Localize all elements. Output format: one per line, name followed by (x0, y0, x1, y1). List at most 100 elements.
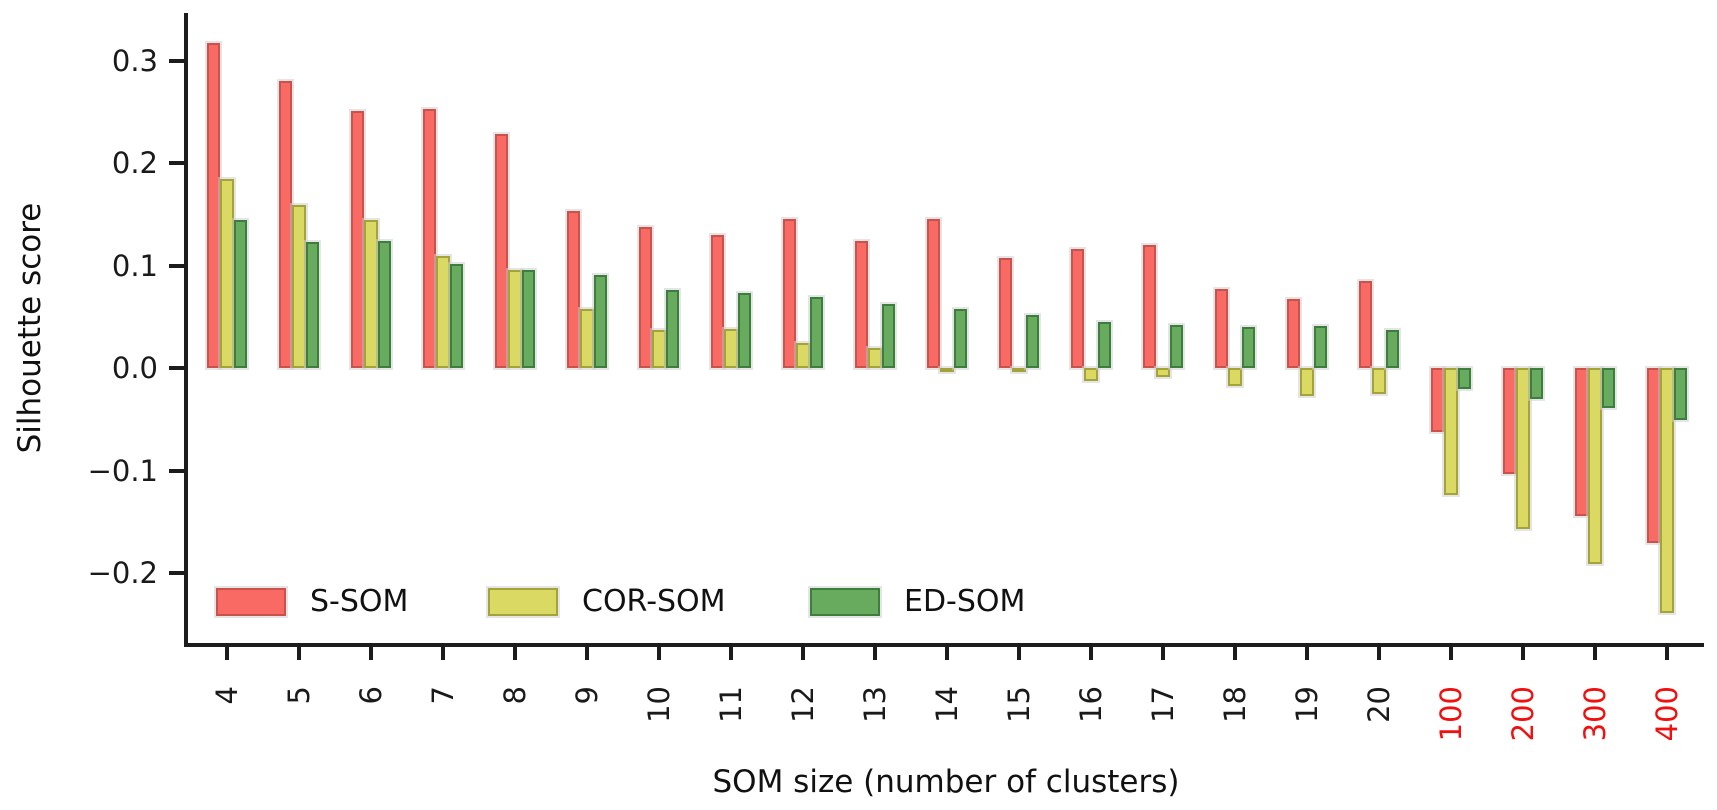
x-tick-mark (801, 647, 805, 660)
bar-cor-som-19 (1300, 368, 1314, 396)
bar-s-som-5 (278, 81, 293, 368)
bar-s-som-14 (926, 219, 941, 368)
bar-cor-som-15 (1012, 368, 1026, 372)
y-tick-label: 0.3 (111, 43, 158, 78)
x-tick-mark (729, 647, 733, 660)
legend-item-s-som: S-SOM (216, 584, 408, 619)
bar-ed-som-8 (521, 269, 536, 368)
bar-s-som-8 (494, 134, 509, 368)
bar-s-som-16 (1070, 249, 1085, 368)
bar-s-som-17 (1142, 245, 1157, 368)
y-axis-title: Silhouette score (12, 202, 48, 454)
legend-label: COR-SOM (582, 584, 726, 619)
x-tick-label: 17 (1146, 686, 1180, 723)
bar-ed-som-9 (593, 274, 608, 368)
bar-ed-som-11 (737, 293, 752, 368)
y-axis-spine (184, 13, 188, 646)
bar-s-som-15 (998, 258, 1013, 368)
bar-ed-som-6 (377, 240, 392, 368)
bar-ed-som-13 (881, 304, 896, 368)
y-tick-label: 0.1 (111, 248, 158, 283)
bar-ed-som-18 (1241, 327, 1256, 368)
bar-cor-som-400 (1660, 368, 1674, 613)
bar-cor-som-20 (1372, 368, 1386, 394)
x-tick-mark (1449, 647, 1453, 660)
x-tick-mark (225, 647, 229, 660)
bar-cor-som-12 (796, 343, 810, 368)
bar-ed-som-400 (1673, 368, 1688, 421)
x-tick-label: 13 (858, 686, 892, 723)
bar-cor-som-16 (1084, 368, 1098, 382)
y-tick-mark (169, 161, 184, 165)
x-tick-label: 10 (642, 686, 676, 723)
x-axis-title: SOM size (number of clusters) (712, 764, 1180, 800)
y-tick-label: −0.2 (87, 556, 158, 590)
bar-cor-som-9 (580, 308, 594, 368)
legend-label: S-SOM (310, 584, 409, 619)
x-tick-label: 4 (210, 686, 244, 705)
x-tick-mark (297, 647, 301, 660)
x-tick-label: 20 (1362, 686, 1396, 723)
legend-swatch-cor-som (488, 587, 558, 616)
bar-ed-som-5 (305, 241, 320, 368)
x-tick-label: 200 (1506, 686, 1540, 742)
y-tick-mark (169, 58, 184, 63)
y-tick-mark (169, 468, 184, 473)
bar-ed-som-300 (1601, 368, 1616, 408)
y-tick-mark (169, 571, 184, 575)
bar-ed-som-16 (1097, 321, 1112, 368)
x-tick-mark (1665, 647, 1669, 660)
bar-ed-som-12 (809, 297, 824, 368)
y-tick-label: 0.0 (111, 351, 158, 385)
bar-s-som-200 (1502, 368, 1517, 474)
bar-cor-som-13 (868, 347, 882, 368)
bar-s-som-19 (1286, 299, 1301, 368)
bar-s-som-4 (206, 43, 221, 368)
y-tick-label: −0.1 (87, 453, 158, 488)
bar-cor-som-100 (1444, 368, 1458, 496)
bar-cor-som-8 (508, 269, 522, 368)
bar-cor-som-11 (724, 329, 738, 368)
x-tick-mark (1161, 647, 1165, 660)
bar-s-som-7 (422, 108, 437, 368)
x-tick-label: 14 (930, 686, 964, 723)
bar-ed-som-7 (449, 264, 464, 368)
bar-cor-som-200 (1516, 368, 1530, 529)
x-tick-label: 15 (1002, 686, 1036, 723)
x-tick-label: 300 (1578, 686, 1612, 742)
bar-ed-som-14 (953, 308, 968, 368)
bar-ed-som-19 (1313, 325, 1328, 368)
x-tick-label: 5 (282, 686, 316, 705)
x-tick-mark (873, 647, 877, 660)
bar-s-som-13 (854, 240, 869, 368)
bar-s-som-20 (1358, 280, 1373, 368)
bar-s-som-9 (566, 211, 581, 368)
bar-ed-som-10 (665, 290, 680, 368)
bar-s-som-18 (1214, 289, 1229, 368)
bar-s-som-300 (1574, 368, 1589, 516)
bar-cor-som-4 (220, 179, 234, 368)
bar-cor-som-14 (940, 368, 954, 372)
x-tick-mark (657, 647, 661, 660)
legend-item-cor-som: COR-SOM (488, 584, 726, 619)
legend-swatch-ed-som (810, 587, 880, 616)
bar-s-som-6 (350, 110, 365, 368)
x-tick-label: 11 (714, 686, 748, 723)
x-tick-mark (1089, 647, 1093, 660)
bar-s-som-100 (1430, 368, 1445, 432)
x-tick-label: 12 (786, 686, 820, 723)
x-tick-label: 9 (570, 686, 604, 705)
bar-s-som-400 (1646, 368, 1661, 544)
bar-s-som-11 (710, 234, 725, 368)
bar-cor-som-10 (652, 330, 666, 368)
bar-cor-som-17 (1156, 368, 1170, 378)
x-tick-label: 8 (498, 686, 532, 705)
bar-cor-som-5 (292, 205, 306, 368)
bar-cor-som-7 (436, 256, 450, 368)
bar-ed-som-20 (1385, 330, 1400, 368)
x-tick-mark (513, 647, 517, 660)
x-tick-label: 400 (1650, 686, 1684, 742)
legend-swatch-s-som (216, 587, 286, 616)
x-tick-label: 19 (1290, 686, 1324, 723)
